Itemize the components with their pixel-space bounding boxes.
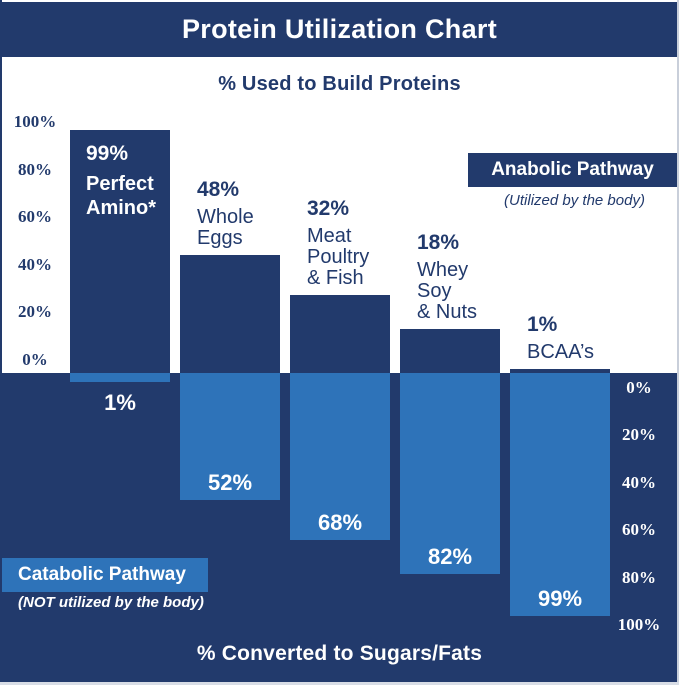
- header-band: Protein Utilization Chart: [0, 2, 679, 57]
- bar-build-0: [70, 130, 170, 373]
- build-pct-label: 99%: [86, 142, 129, 166]
- chart-title: Protein Utilization Chart: [181, 14, 497, 44]
- left-axis-tick: 60%: [18, 207, 52, 227]
- build-pct-label: 48%: [197, 178, 240, 202]
- converted-pct-label-4: 99%: [537, 585, 583, 611]
- build-pct-label: 18%: [417, 230, 460, 254]
- left-axis-tick: 80%: [18, 159, 52, 179]
- bar-converted-2: [290, 373, 390, 540]
- bar-category-label-2: 32% Meat Poultry & Fish: [307, 198, 369, 289]
- anabolic-pathway-label: Anabolic Pathway: [491, 159, 654, 180]
- right-axis-tick: 60%: [622, 520, 656, 540]
- bar-converted-4: [510, 373, 610, 616]
- category-name-line: Whey: [417, 258, 469, 281]
- converted-pct-label-3: 82%: [427, 543, 473, 569]
- right-axis-tick: 100%: [617, 615, 661, 634]
- right-axis-tick: 20%: [622, 425, 656, 445]
- anabolic-pathway-note: (Utilized by the body): [504, 192, 645, 209]
- category-name-line: Amino*: [86, 197, 156, 220]
- left-axis-tick: 0%: [22, 350, 48, 369]
- bar-category-label-0: 99% Perfect Amino*: [86, 142, 156, 220]
- bar-converted-0: [70, 373, 170, 382]
- build-pct-label: 32%: [307, 196, 350, 220]
- left-axis-tick: 100%: [13, 112, 57, 131]
- converted-pct-label-0: 1%: [104, 390, 136, 415]
- category-name-line: Whole: [197, 206, 254, 229]
- category-name-line: BCAA’s: [527, 341, 595, 363]
- frame-edge-left: [0, 0, 2, 685]
- frame-edge-bottom: [0, 682, 679, 685]
- bar-converted-1: [180, 373, 280, 501]
- bar-category-label-1: 48% Whole Eggs: [197, 179, 254, 249]
- category-name-line: Meat: [307, 224, 352, 247]
- converted-pct-label-2: 68%: [317, 509, 363, 535]
- bar-build-3: [400, 328, 500, 373]
- build-pct-label: 1%: [527, 313, 558, 336]
- bar-category-label-3: 18% Whey Soy & Nuts: [417, 232, 477, 323]
- catabolic-pathway-note: (NOT utilized by the body): [18, 594, 204, 611]
- converted-pct-label-1: 52%: [207, 470, 253, 496]
- category-name-line: Soy: [417, 279, 452, 302]
- category-name-line: Eggs: [197, 227, 243, 250]
- bar-build-1: [180, 255, 280, 373]
- left-axis-tick: 20%: [18, 302, 52, 322]
- category-name-line: Poultry: [307, 245, 370, 268]
- left-axis-tick: 40%: [18, 254, 52, 274]
- category-name-line: Perfect: [86, 173, 154, 196]
- bar-converted-3: [400, 373, 500, 574]
- catabolic-pathway-badge: Catabolic Pathway: [2, 558, 208, 592]
- top-axis-title: % Used to Build Proteins: [218, 73, 461, 95]
- bar-category-label-4: 1% BCAA’s: [527, 314, 594, 363]
- frame-edge-top: [0, 0, 679, 2]
- right-axis-tick: 0%: [626, 378, 652, 397]
- bottom-axis-title: % Converted to Sugars/Fats: [196, 642, 483, 665]
- category-name-line: & Fish: [307, 266, 364, 289]
- frame-edge-right: [677, 0, 679, 685]
- category-name-line: & Nuts: [417, 300, 478, 323]
- bar-build-2: [290, 294, 390, 373]
- right-axis-tick: 80%: [622, 567, 656, 587]
- anabolic-pathway-badge: Anabolic Pathway: [468, 153, 677, 187]
- catabolic-pathway-label: Catabolic Pathway: [18, 564, 186, 585]
- right-axis-tick: 40%: [622, 472, 656, 492]
- bar-build-4: [510, 369, 610, 373]
